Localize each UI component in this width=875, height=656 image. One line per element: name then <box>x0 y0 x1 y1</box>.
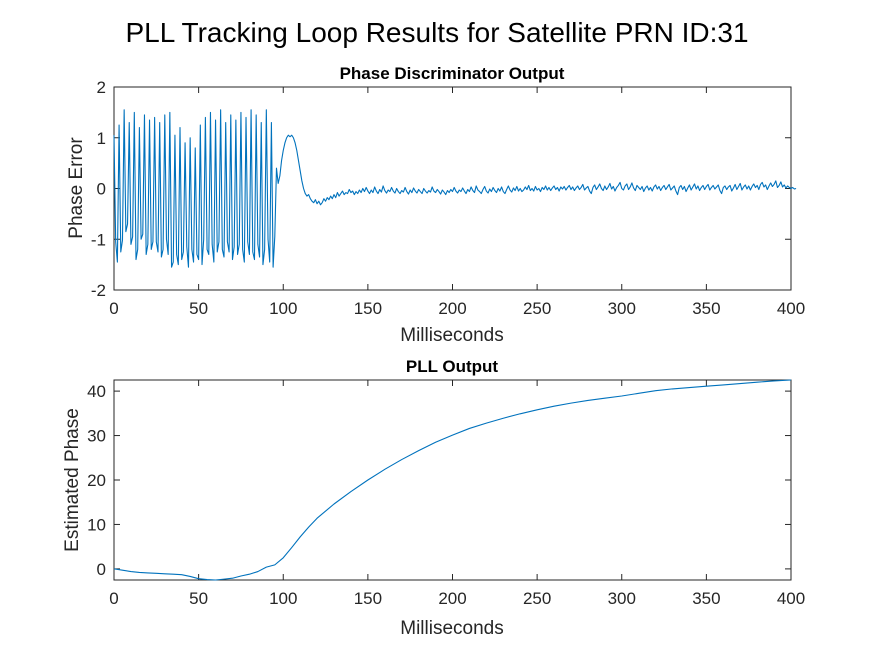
pll-output-ytick-label: 30 <box>87 427 106 446</box>
phase-discriminator-ytick-label: -2 <box>91 281 106 300</box>
phase-discriminator-xtick-label: 400 <box>777 299 805 318</box>
pll-output-xtick-label: 400 <box>777 589 805 608</box>
phase-discriminator-plot-box <box>113 86 792 291</box>
phase-discriminator-xtick-label: 50 <box>189 299 208 318</box>
pll-output-ylabel: Estimated Phase <box>62 408 83 552</box>
phase-discriminator-ytick-label: 2 <box>97 78 106 97</box>
figure-title: PLL Tracking Loop Results for Satellite … <box>125 17 748 48</box>
pll-output-xtick-label: 50 <box>189 589 208 608</box>
phase-discriminator-ytick-label: -1 <box>91 230 106 249</box>
phase-discriminator-axes: Phase Discriminator Output Milliseconds … <box>66 64 805 346</box>
phase-discriminator-xtick-label: 350 <box>692 299 720 318</box>
pll-output-xtick-label: 100 <box>269 589 297 608</box>
estimated-phase-line <box>113 379 792 581</box>
pll-output-xlabel: Milliseconds <box>400 618 503 639</box>
phase-discriminator-xtick-label: 200 <box>438 299 466 318</box>
phase-discriminator-xtick-label: 0 <box>109 299 118 318</box>
pll-output-ytick-label: 20 <box>87 471 106 490</box>
pll-output-axes: PLL Output Milliseconds Estimated Phase … <box>62 357 805 639</box>
phase-discriminator-xtick-label: 300 <box>608 299 636 318</box>
phase-discriminator-ytick-label: 1 <box>97 129 106 148</box>
phase-discriminator-ylabel: Phase Error <box>66 137 87 239</box>
pll-output-xtick-label: 150 <box>354 589 382 608</box>
phase-discriminator-xtick-label: 250 <box>523 299 551 318</box>
phase-discriminator-xtick-label: 150 <box>354 299 382 318</box>
pll-output-xtick-label: 350 <box>692 589 720 608</box>
phase-discriminator-xlabel: Milliseconds <box>400 325 503 346</box>
pll-output-xtick-label: 200 <box>438 589 466 608</box>
pll-output-xtick-label: 250 <box>523 589 551 608</box>
pll-output-plot-box <box>113 379 792 581</box>
phase-discriminator-ytick-label: 0 <box>97 180 106 199</box>
phase-discriminator-title: Phase Discriminator Output <box>340 64 565 83</box>
pll-output-ticks: 0 50 100 150 200 250 300 350 400 0 10 20 30 40 <box>87 380 805 608</box>
pll-output-xtick-label: 300 <box>608 589 636 608</box>
pll-output-ytick-label: 40 <box>87 382 106 401</box>
pll-output-title: PLL Output <box>406 357 499 376</box>
pll-output-ytick-label: 0 <box>97 560 106 579</box>
pll-output-xtick-label: 0 <box>109 589 118 608</box>
pll-output-ytick-label: 10 <box>87 515 106 534</box>
phase-discriminator-ticks: 0 50 100 150 200 250 300 350 400 -2 -1 0 1 2 <box>91 78 805 318</box>
phase-error-line <box>113 109 797 268</box>
phase-discriminator-xtick-label: 100 <box>269 299 297 318</box>
